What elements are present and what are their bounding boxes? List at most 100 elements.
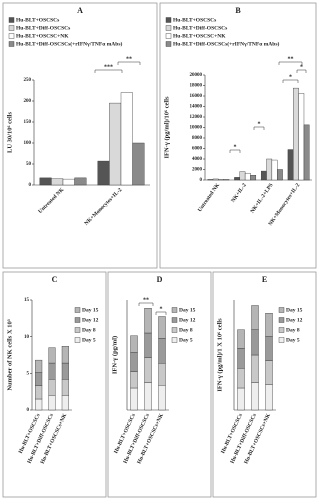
- stack-segment: [48, 347, 56, 364]
- legend-label: Hu-BLT+OSCSC+NK: [173, 33, 226, 39]
- bar: [109, 102, 122, 186]
- stack-segment: [265, 313, 273, 337]
- significance-bracket: [282, 79, 299, 83]
- legend-label: Day 15: [179, 307, 196, 313]
- bar: [239, 171, 246, 181]
- stack-segment: [237, 368, 245, 389]
- x-tick-label: Untreated NK: [37, 187, 65, 215]
- legend-swatch: [171, 317, 178, 323]
- legend-label: Day 5: [82, 337, 96, 343]
- legend-swatch: [74, 337, 81, 343]
- legend-swatch: [74, 307, 81, 313]
- stack-segment: [48, 395, 56, 411]
- legend-label: Day 8: [82, 327, 96, 333]
- significance-bracket: [155, 311, 167, 315]
- legend-label: Day 12: [286, 317, 303, 323]
- y-tick-label: 18000: [190, 84, 203, 89]
- stack-segment: [130, 352, 138, 372]
- y-tick-label: 5: [27, 371, 30, 376]
- y-tick-label: 10000: [190, 126, 203, 131]
- y-axis-title: IFN-γ (pg/ml)/1 X 10⁶ cells: [216, 318, 223, 392]
- significance-mark: **: [143, 297, 149, 303]
- y-tick-label: 12000: [190, 115, 203, 120]
- y-axis-title: IFN-γ (pg/ml): [111, 336, 118, 374]
- bar: [293, 87, 299, 181]
- bar: [303, 124, 310, 181]
- y-tick-label: 4000: [192, 157, 203, 162]
- bar: [250, 175, 257, 181]
- y-tick-label: 0: [27, 408, 30, 413]
- x-tick-label: NK+IL-2+LPS: [250, 182, 275, 214]
- stack-segment: [35, 359, 43, 373]
- stack-segment: [251, 354, 259, 383]
- y-tick-label: 15: [24, 298, 30, 303]
- legend-swatch: [165, 41, 172, 47]
- bar: [74, 177, 87, 186]
- y-tick-label: 20000: [190, 73, 203, 78]
- legend-swatch: [278, 337, 285, 343]
- stack-segment: [35, 398, 43, 411]
- y-axis-title: Number of NK cells X 10³: [6, 319, 13, 390]
- legend-swatch: [8, 41, 15, 47]
- stack-segment: [265, 384, 273, 411]
- significance-bracket: [253, 126, 265, 130]
- bar: [266, 158, 273, 181]
- x-tick-label: NK+IL-2: [230, 182, 248, 203]
- bar: [223, 179, 230, 181]
- bar: [287, 149, 294, 181]
- stack-segment: [158, 363, 166, 386]
- bar: [39, 177, 52, 186]
- stack-segment: [61, 379, 69, 396]
- legend-label: Day 12: [179, 317, 196, 323]
- stack-segment: [158, 338, 166, 364]
- y-tick-label: 0: [29, 183, 32, 188]
- significance-bracket: [94, 69, 123, 73]
- legend-label: Hu-BLT+Diff-OSCSCs: [16, 25, 70, 31]
- bar: [207, 179, 214, 181]
- panel-label: A: [77, 6, 83, 15]
- y-tick-label: 10: [24, 335, 30, 340]
- y-tick-label: 14000: [190, 105, 203, 110]
- x-tick-label: NK+Monocytes+IL-2: [268, 182, 302, 227]
- bar: [97, 160, 110, 186]
- y-tick-label: 50: [26, 162, 32, 167]
- panel-frame: [107, 271, 212, 498]
- stack-segment: [130, 387, 138, 411]
- significance-mark: ***: [104, 64, 113, 70]
- bar: [62, 178, 75, 186]
- significance-mark: **: [126, 56, 132, 62]
- y-tick-label: 0: [200, 178, 203, 183]
- stack-segment: [265, 360, 273, 385]
- stack-segment: [61, 395, 69, 411]
- significance-mark: *: [160, 306, 163, 312]
- y-tick-label: 250: [24, 78, 32, 83]
- stack-segment: [130, 371, 138, 389]
- legend-label: Day 5: [179, 337, 193, 343]
- x-tick-label: Hu-BLT+OSCSCs+NK: [243, 412, 272, 465]
- y-tick-label: 2000: [192, 168, 203, 173]
- legend-label: Day 8: [286, 327, 300, 333]
- panel-frame: [159, 2, 317, 269]
- stack-segment: [144, 382, 152, 411]
- stack-segment: [35, 372, 43, 387]
- legend-swatch: [278, 307, 285, 313]
- legend-swatch: [74, 327, 81, 333]
- stack-segment: [237, 348, 245, 369]
- stack-segment: [48, 379, 56, 396]
- bar: [298, 93, 305, 181]
- panel-label: B: [235, 6, 241, 15]
- significance-mark: *: [289, 74, 292, 80]
- panel-label: C: [52, 275, 58, 284]
- panel-label: E: [262, 275, 267, 284]
- bar: [277, 169, 283, 181]
- significance-bracket: [296, 69, 307, 73]
- legend-label: Day 5: [286, 337, 300, 343]
- bar: [234, 177, 240, 181]
- y-axis-title: IFN-γ (pg/ml)/10⁶ cells: [163, 96, 170, 159]
- legend-label: Day 15: [82, 307, 99, 313]
- y-tick-label: 8000: [192, 136, 203, 141]
- legend-swatch: [8, 25, 15, 31]
- legend-label: Hu-BLT+Diff-OSCSCs(+rIFNγ/TNFα mAbs): [16, 40, 122, 47]
- y-tick-label: 100: [24, 141, 32, 146]
